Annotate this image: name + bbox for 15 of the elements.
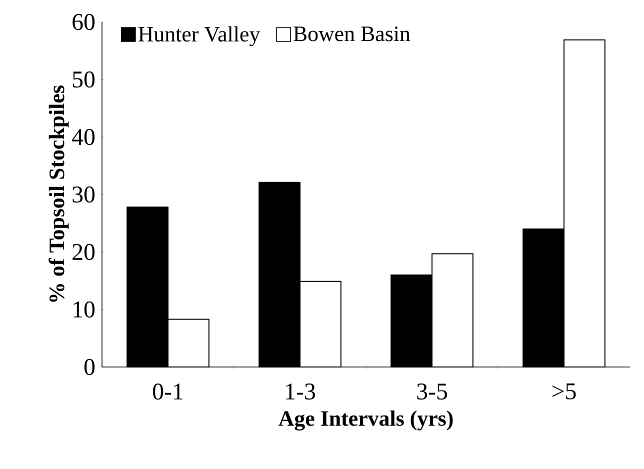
y-tick-label: 30 bbox=[72, 186, 95, 203]
x-tick-label: 1-3 bbox=[286, 384, 315, 400]
y-tick-label: 20 bbox=[72, 244, 95, 260]
x-tick-label: >5 bbox=[552, 384, 576, 400]
legend-label: Hunter Valley bbox=[138, 26, 260, 46]
y-tick-label: 40 bbox=[72, 128, 95, 146]
x-tick-label: 3-5 bbox=[417, 384, 447, 400]
x-axis-title: Age Intervals (yrs) bbox=[278, 410, 453, 431]
y-tick-label: 50 bbox=[72, 71, 95, 88]
y-tick-label: 0 bbox=[84, 358, 95, 376]
y-tick-label: 10 bbox=[74, 301, 95, 318]
x-tick-label: 0-1 bbox=[152, 384, 182, 400]
y-axis-title: % of Topsoil Stockpiles bbox=[48, 86, 69, 302]
legend-label: Bowen Basin bbox=[294, 26, 410, 42]
y-tick-label: 60 bbox=[72, 14, 95, 30]
